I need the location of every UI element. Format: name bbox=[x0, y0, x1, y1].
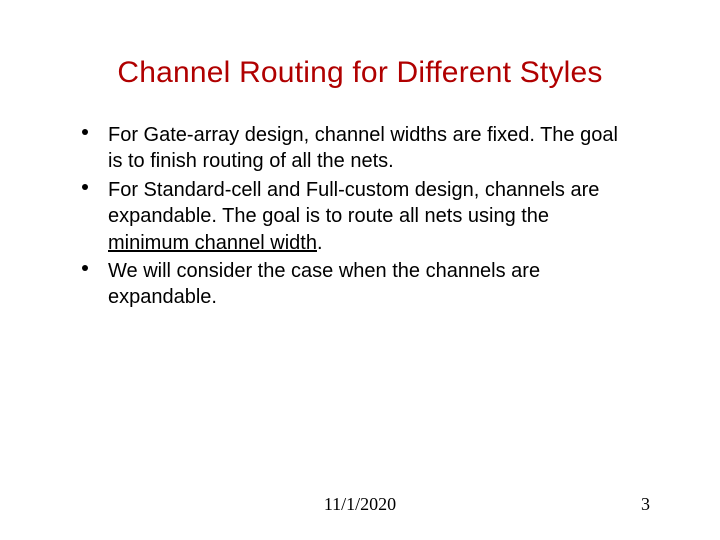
footer: 11/1/2020 3 bbox=[0, 494, 720, 518]
content-area: For Gate-array design, channel widths ar… bbox=[0, 90, 720, 311]
text-run: For Gate-array design, channel widths ar… bbox=[108, 124, 618, 172]
bullet-item: For Standard-cell and Full-custom design… bbox=[78, 177, 630, 256]
bullet-text: We will consider the case when the chann… bbox=[108, 260, 540, 308]
footer-page-number: 3 bbox=[641, 494, 650, 515]
bullet-list: For Gate-array design, channel widths ar… bbox=[78, 122, 630, 311]
slide: Channel Routing for Different Styles For… bbox=[0, 0, 720, 540]
text-run: For Standard-cell and Full-custom design… bbox=[108, 179, 599, 227]
bullet-dot-icon bbox=[82, 265, 88, 271]
underlined-text: minimum channel width bbox=[108, 232, 317, 254]
title-area: Channel Routing for Different Styles bbox=[0, 0, 720, 90]
text-run: We will consider the case when the chann… bbox=[108, 260, 540, 308]
bullet-dot-icon bbox=[82, 129, 88, 135]
page-title: Channel Routing for Different Styles bbox=[60, 56, 660, 90]
text-run: . bbox=[317, 232, 323, 254]
bullet-item: We will consider the case when the chann… bbox=[78, 258, 630, 311]
bullet-text: For Gate-array design, channel widths ar… bbox=[108, 124, 618, 172]
footer-date: 11/1/2020 bbox=[0, 494, 720, 515]
bullet-text: For Standard-cell and Full-custom design… bbox=[108, 179, 599, 254]
bullet-dot-icon bbox=[82, 184, 88, 190]
bullet-item: For Gate-array design, channel widths ar… bbox=[78, 122, 630, 175]
